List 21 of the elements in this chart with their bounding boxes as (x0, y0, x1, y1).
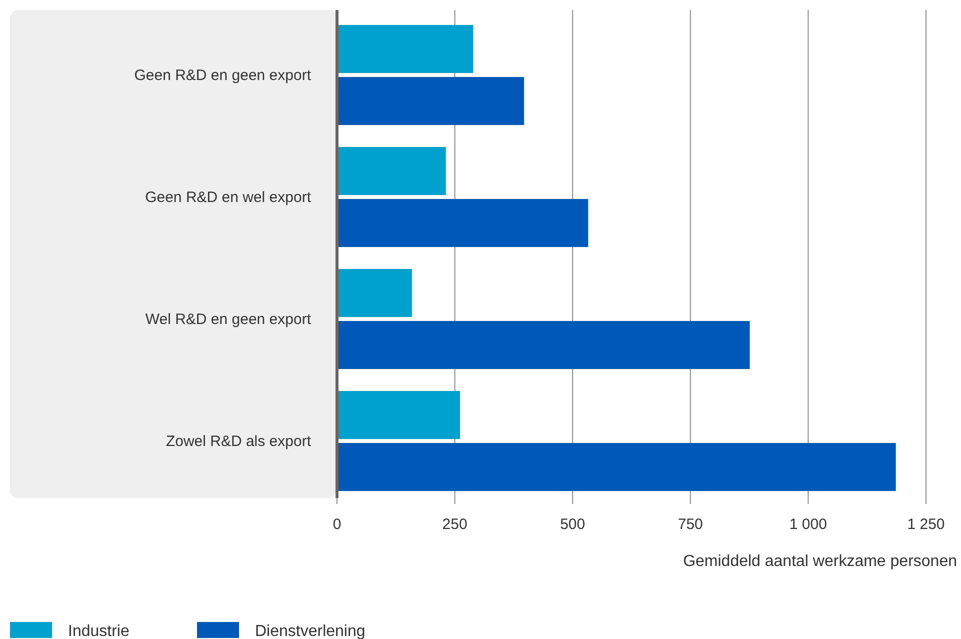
bar (337, 199, 588, 248)
x-tick-label: 250 (442, 516, 468, 533)
x-tick-label: 0 (332, 516, 342, 533)
x-tick-label: 750 (678, 516, 703, 533)
y-tick-label: Geen R&D en geen export (134, 67, 312, 84)
x-tick-label: 1 250 (907, 516, 945, 533)
bar (337, 77, 524, 126)
x-tick-label: 1 000 (789, 516, 827, 533)
x-tick-label: 500 (560, 516, 586, 533)
bar (337, 321, 750, 370)
y-tick-label: Zowel R&D als export (166, 433, 312, 450)
x-axis-title: Gemiddeld aantal werkzame personen (683, 553, 957, 570)
y-tick-label: Geen R&D en wel export (145, 189, 312, 206)
bar (337, 146, 446, 195)
legend-label: Industrie (68, 623, 130, 639)
legend-label: Dienstverlening (255, 623, 366, 639)
bar (337, 390, 460, 439)
y-tick-label: Wel R&D en geen export (145, 311, 312, 328)
bar (337, 443, 896, 492)
bar (337, 24, 474, 73)
bar (337, 268, 412, 317)
